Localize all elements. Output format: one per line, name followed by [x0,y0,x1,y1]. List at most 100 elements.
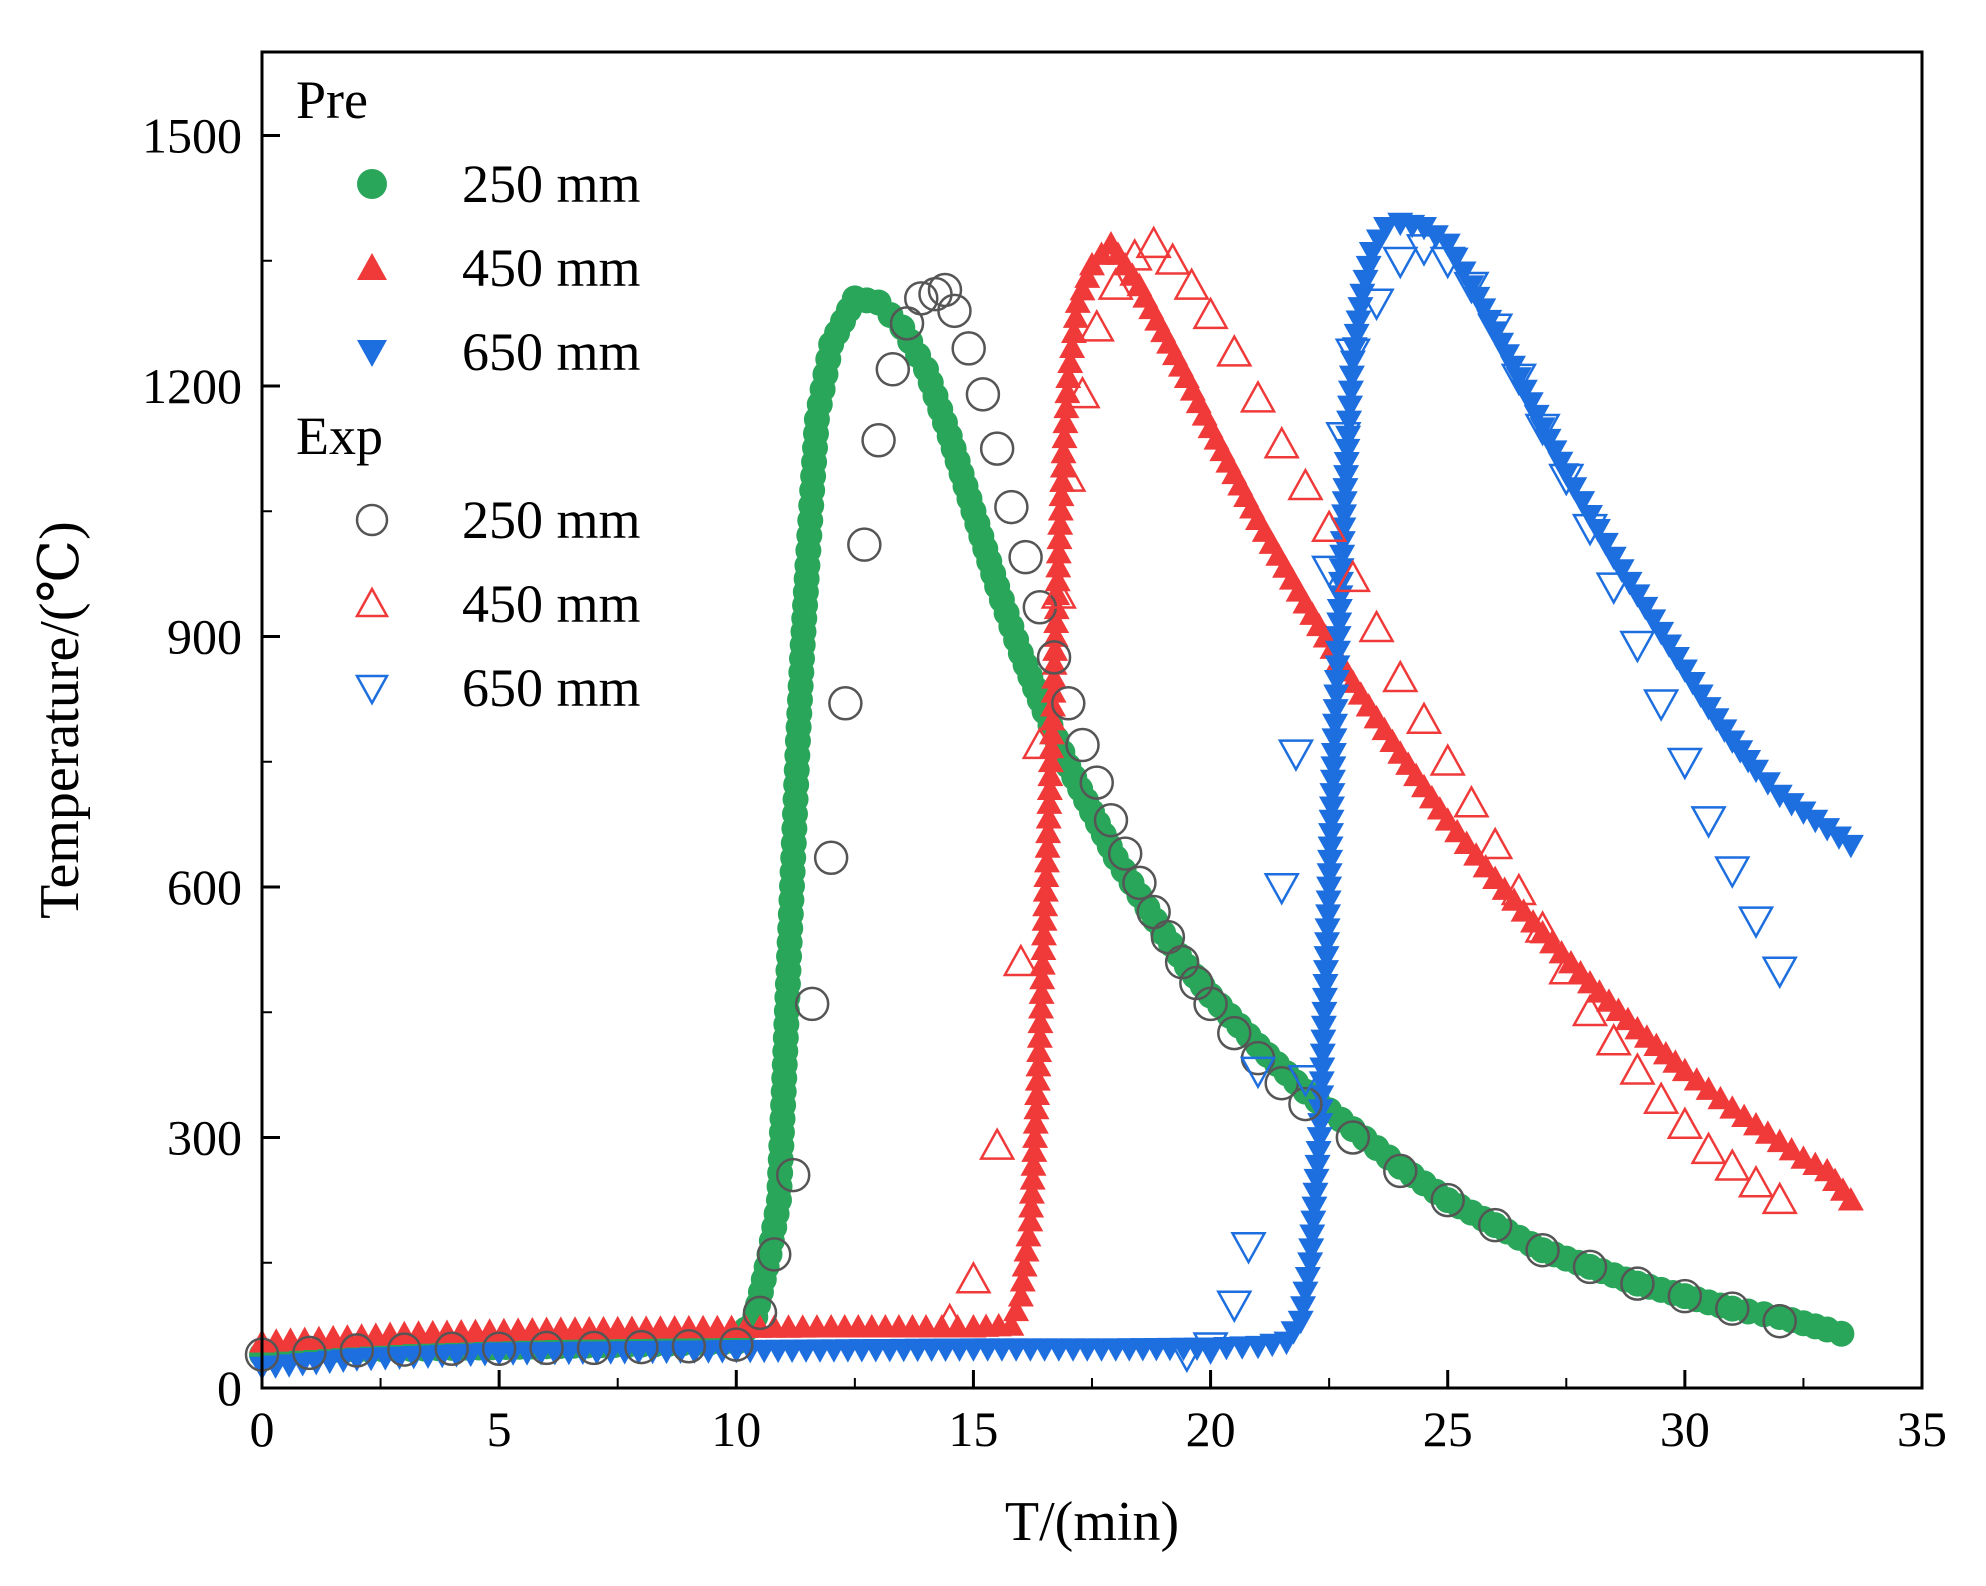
data-point [1046,525,1073,550]
data-point [1310,1015,1337,1040]
data-point [1192,296,1229,330]
data-point [1315,904,1342,928]
data-point [1608,559,1635,583]
data-point [847,527,882,562]
data-point [1477,313,1514,347]
data-point [1325,626,1352,650]
data-point [1656,634,1683,658]
legend-marker [355,503,389,537]
data-point [1762,1303,1797,1339]
data-point [1304,1154,1331,1179]
data-point [965,377,1001,412]
data-point [1049,454,1076,478]
data-point [1263,872,1300,906]
data-point [529,1330,564,1366]
data-point [1050,459,1087,492]
data-point [1028,995,1055,1019]
data-point [1373,216,1400,241]
legend-item: 650 mm [354,658,641,718]
legend-item: 250 mm [355,490,641,550]
data-point [1021,726,1058,760]
data-point [1017,1208,1044,1232]
data-point [1054,379,1081,404]
data-point [1003,1297,1030,1322]
data-point [1569,491,1596,515]
data-point [1074,264,1101,288]
data-point [1453,784,1490,818]
data-point [1310,1029,1337,1054]
data-point [1060,319,1087,343]
legend-label: 250 mm [462,490,641,550]
data-point [1333,465,1360,489]
data-point [1814,818,1841,842]
data-point [1766,784,1793,809]
data-point [1069,276,1096,301]
data-point [1666,747,1703,781]
x-tick-label: 5 [487,1401,512,1457]
data-point [1309,1057,1336,1081]
data-point [828,686,863,721]
data-point [1671,659,1698,683]
data-point [1571,993,1609,1027]
data-point [1334,338,1371,372]
data-point [979,1127,1016,1160]
data-point [1790,801,1817,825]
data-point [951,331,986,366]
data-point [1025,1052,1052,1077]
data-point [1595,1022,1632,1056]
data-point [1517,392,1544,416]
data-point [1616,571,1643,596]
data-point [1743,759,1769,784]
x-axis-title: T/(min) [1005,1491,1179,1553]
data-point [1383,1153,1418,1189]
data-point [742,1295,778,1331]
data-point [1592,532,1619,557]
data-point [1761,956,1798,990]
data-point [1192,1332,1229,1365]
data-point [1309,1043,1336,1067]
data-point [1828,1320,1855,1347]
data-point [1315,890,1342,914]
data-point [1422,225,1449,249]
data-point [1321,728,1348,752]
data-point [434,1331,469,1367]
data-point [1048,482,1075,507]
data-point [1648,621,1675,646]
data-point [1442,247,1469,271]
data-point [1216,1290,1253,1324]
data-point [1030,936,1057,961]
data-point [1523,404,1550,429]
data-point [1009,1268,1036,1292]
data-point [1041,651,1068,675]
data-point [1311,509,1348,542]
data-point [1008,539,1043,575]
data-point [1230,1232,1267,1265]
data-point [1036,776,1063,800]
data-point [1430,1182,1465,1218]
data-point [1334,559,1371,593]
data-point [775,1157,811,1193]
data-point [1026,1024,1053,1048]
data-point [1078,308,1115,342]
data-point [1643,689,1680,722]
data-point [1116,238,1153,271]
data-point [1553,463,1580,487]
data-point [1039,707,1066,731]
data-point [1343,323,1370,348]
legend-label: 250 mm [462,154,641,214]
data-point [671,1329,707,1364]
data-point [1287,1310,1314,1335]
data-point [1022,1110,1049,1134]
data-point [1319,783,1346,807]
data-point [1122,865,1157,901]
data-point [1317,849,1344,874]
y-tick-label: 600 [167,859,242,915]
y-axis-title: Temperature/(℃) [29,521,91,919]
data-point [1358,609,1395,643]
data-point [1620,1266,1655,1301]
data-point [1500,363,1537,397]
data-point [1326,612,1353,636]
data-point [1045,540,1072,564]
data-point [1287,1065,1324,1098]
data-point [1294,1266,1321,1291]
